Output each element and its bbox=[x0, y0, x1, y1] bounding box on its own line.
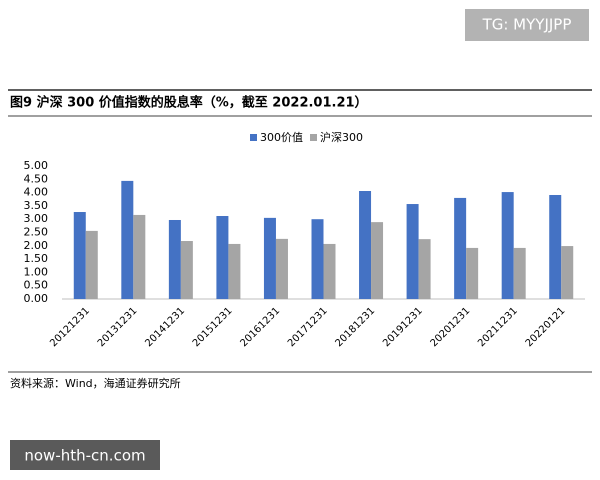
legend-label: 300价值 bbox=[260, 131, 303, 144]
y-tick-label: 0.00 bbox=[24, 292, 49, 305]
bar bbox=[359, 191, 372, 299]
watermark: now-hth-cn.com bbox=[24, 447, 145, 465]
bar bbox=[216, 216, 229, 299]
x-tick-label: 20201231 bbox=[429, 305, 473, 349]
x-tick-label: 20220121 bbox=[524, 305, 568, 349]
bar bbox=[466, 247, 479, 299]
bar bbox=[311, 219, 324, 299]
bar bbox=[418, 239, 431, 299]
y-tick-label: 4.50 bbox=[24, 172, 49, 185]
legend-swatch bbox=[310, 134, 317, 141]
y-tick-label: 4.00 bbox=[24, 186, 49, 199]
bar bbox=[549, 194, 562, 299]
source-note: 资料来源：Wind，海通证券研究所 bbox=[10, 376, 181, 390]
y-tick-label: 3.00 bbox=[24, 212, 49, 225]
x-tick-label: 20121231 bbox=[48, 305, 92, 349]
x-tick-label: 20181231 bbox=[334, 305, 378, 349]
bar bbox=[371, 222, 384, 299]
y-tick-label: 0.50 bbox=[24, 279, 49, 292]
watermark-box bbox=[10, 440, 160, 470]
bar bbox=[133, 214, 146, 299]
bar bbox=[406, 204, 419, 299]
bar bbox=[323, 243, 336, 299]
legend-swatch bbox=[250, 134, 257, 141]
x-tick-label: 20151231 bbox=[191, 305, 235, 349]
x-tick-label: 20171231 bbox=[286, 305, 330, 349]
watermark-box bbox=[465, 9, 589, 41]
bar bbox=[168, 219, 181, 299]
y-tick-label: 3.50 bbox=[24, 199, 49, 212]
bar bbox=[228, 243, 241, 299]
bar bbox=[121, 180, 134, 299]
bar bbox=[73, 212, 86, 299]
y-tick-label: 5.00 bbox=[24, 159, 49, 172]
bar bbox=[263, 217, 276, 299]
y-tick-label: 1.00 bbox=[24, 265, 49, 278]
bar bbox=[275, 238, 288, 299]
bar bbox=[85, 230, 98, 299]
watermark: TG: MYYJJPP bbox=[482, 16, 572, 34]
x-tick-label: 20191231 bbox=[381, 305, 425, 349]
y-tick-label: 1.50 bbox=[24, 252, 49, 265]
bar bbox=[180, 241, 193, 299]
chart-title: 图9 沪深 300 价值指数的股息率（%，截至 2022.01.21） bbox=[10, 95, 368, 111]
x-tick-label: 20131231 bbox=[96, 305, 140, 349]
x-tick-label: 20161231 bbox=[238, 305, 282, 349]
y-tick-label: 2.50 bbox=[24, 226, 49, 239]
x-tick-label: 20141231 bbox=[143, 305, 187, 349]
legend-label: 沪深300 bbox=[320, 130, 363, 144]
bar bbox=[454, 197, 467, 299]
bar bbox=[513, 247, 526, 299]
bar bbox=[501, 192, 514, 299]
x-tick-label: 20211231 bbox=[476, 305, 520, 349]
bar bbox=[561, 246, 574, 299]
y-tick-label: 2.00 bbox=[24, 239, 49, 252]
